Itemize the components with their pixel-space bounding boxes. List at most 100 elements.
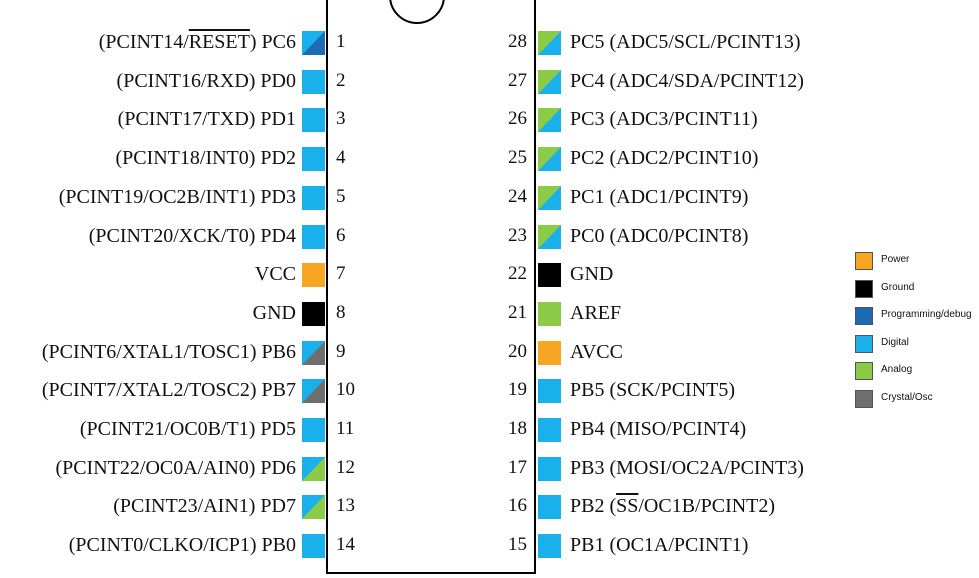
legend-swatch-analog — [855, 362, 873, 380]
pin-19-number: 19 — [508, 379, 527, 400]
pin-2-label-text: (PCINT16/RXD) PD0 — [116, 70, 296, 92]
pin-10-marker — [302, 379, 325, 403]
pin-2-number: 2 — [336, 70, 346, 91]
pin-4-marker — [302, 147, 325, 171]
pin-22-label-text: GND — [570, 263, 614, 285]
pin-12-marker — [302, 457, 325, 481]
pin-7-label-text: VCC — [254, 263, 296, 285]
pin-28-label: PC5 (ADC5/SCL/PCINT13) — [570, 30, 801, 54]
pin-19-label: PB5 (SCK/PCINT5) — [570, 378, 735, 402]
legend-label-digital: Digital — [881, 336, 909, 348]
pin-9-label: (PCINT6/XTAL1/TOSC1) PB6 — [42, 340, 296, 364]
pin-14-marker — [302, 534, 325, 558]
pin-1-active-low-signal: RESET — [188, 31, 250, 53]
pin-13-marker — [302, 495, 325, 519]
pin-2-marker — [302, 70, 325, 94]
pin-27-marker — [538, 70, 561, 94]
pin-8-label: GND — [253, 301, 296, 325]
legend-label-programming: Programming/debug — [881, 309, 972, 320]
legend-swatch-programming — [855, 307, 873, 325]
pin-19-label-text: PB5 (SCK/PCINT5) — [570, 379, 736, 401]
pin-21-label-text: AREF — [570, 302, 622, 324]
pin-1-label-text: (PCINT14/ — [98, 31, 189, 53]
pin-25-marker — [538, 147, 561, 171]
pin-1-number: 1 — [336, 31, 346, 52]
pin-18-number: 18 — [508, 418, 527, 439]
pin-25-label-text: PC2 (ADC2/PCINT10) — [570, 147, 759, 169]
legend-label-ground: Ground — [881, 281, 915, 293]
pin-6-number: 6 — [336, 225, 346, 246]
pin-4-number: 4 — [336, 147, 346, 168]
pin-12-number: 12 — [336, 457, 355, 478]
pin-24-label: PC1 (ADC1/PCINT9) — [570, 185, 748, 209]
pin-13-label-text: (PCINT23/AIN1) PD7 — [113, 495, 296, 517]
pin-14-label-text: (PCINT0/CLKO/ICP1) PB0 — [68, 534, 296, 556]
pin-21-marker — [538, 302, 561, 326]
pin-14-number: 14 — [336, 534, 355, 555]
pin-6-marker — [302, 225, 325, 249]
pin-5-label: (PCINT19/OC2B/INT1) PD3 — [59, 185, 296, 209]
pin-7-label: VCC — [255, 262, 296, 286]
pin-15-number: 15 — [508, 534, 527, 555]
pin-5-number: 5 — [336, 186, 346, 207]
pin-17-number: 17 — [508, 457, 527, 478]
pin-6-label: (PCINT20/XCK/T0) PD4 — [89, 224, 296, 248]
pin-25-label: PC2 (ADC2/PCINT10) — [570, 146, 758, 170]
pin-23-number: 23 — [508, 225, 527, 246]
pin-1-label: (PCINT14/RESET) PC6 — [99, 30, 296, 54]
pin-3-number: 3 — [336, 108, 346, 129]
pin-26-label-text: PC3 (ADC3/PCINT11) — [570, 108, 758, 130]
pin-16-number: 16 — [508, 495, 527, 516]
pin-9-marker — [302, 341, 325, 365]
pin-15-label: PB1 (OC1A/PCINT1) — [570, 533, 748, 557]
pin-23-label: PC0 (ADC0/PCINT8) — [570, 224, 748, 248]
pin-16-label-text: PB2 ( — [570, 495, 617, 517]
pin-24-marker — [538, 186, 561, 210]
pin-12-label-text: (PCINT22/OC0A/AIN0) PD6 — [55, 457, 296, 479]
pin-9-label-text: (PCINT6/XTAL1/TOSC1) PB6 — [41, 341, 296, 363]
pin-11-marker — [302, 418, 325, 442]
legend-swatch-power — [855, 252, 873, 270]
pin-13-label: (PCINT23/AIN1) PD7 — [113, 494, 296, 518]
pin-5-label-text: (PCINT19/OC2B/INT1) PD3 — [58, 186, 296, 208]
pin-5-marker — [302, 186, 325, 210]
pin-9-number: 9 — [336, 341, 346, 362]
pin-7-number: 7 — [336, 263, 346, 284]
pin-1-label-suffix: ) PC6 — [249, 31, 296, 53]
pin-28-label-text: PC5 (ADC5/SCL/PCINT13) — [570, 31, 801, 53]
pin-26-marker — [538, 108, 561, 132]
pin-20-marker — [538, 341, 561, 365]
legend-swatch-digital — [855, 334, 873, 353]
pin-24-label-text: PC1 (ADC1/PCINT9) — [570, 186, 749, 208]
pin-3-label-text: (PCINT17/TXD) PD1 — [117, 108, 296, 130]
pin-12-label: (PCINT22/OC0A/AIN0) PD6 — [55, 456, 296, 480]
pin-28-marker — [538, 31, 561, 55]
pin-26-label: PC3 (ADC3/PCINT11) — [570, 107, 758, 131]
pin-20-number: 20 — [508, 341, 527, 362]
pin-26-number: 26 — [508, 108, 527, 129]
pin-16-marker — [538, 495, 561, 519]
pin-18-label-text: PB4 (MISO/PCINT4) — [570, 418, 747, 440]
pin-19-marker — [538, 379, 561, 403]
chip-body — [326, 0, 536, 574]
pin-16-label: PB2 (SS/OC1B/PCINT2) — [570, 494, 775, 518]
pin-10-label: (PCINT7/XTAL2/TOSC2) PB7 — [42, 378, 296, 402]
pin-13-number: 13 — [336, 495, 355, 516]
pin-11-label-text: (PCINT21/OC0B/T1) PD5 — [79, 418, 296, 440]
legend-label-crystal: Crystal/Osc — [881, 391, 933, 403]
pin-1-marker — [302, 31, 325, 55]
pin-3-marker — [302, 108, 325, 132]
pin-21-number: 21 — [508, 302, 527, 323]
pin-20-label: AVCC — [570, 340, 623, 364]
pin-17-label-text: PB3 (MOSI/OC2A/PCINT3) — [570, 457, 804, 479]
pin-7-marker — [302, 263, 325, 287]
pin-3-label: (PCINT17/TXD) PD1 — [118, 107, 296, 131]
pin-11-number: 11 — [336, 418, 355, 439]
pin-22-number: 22 — [508, 263, 527, 284]
pin-8-marker — [302, 302, 325, 326]
pin-23-marker — [538, 225, 561, 249]
pin-8-label-text: GND — [252, 302, 296, 324]
pin-15-label-text: PB1 (OC1A/PCINT1) — [570, 534, 749, 556]
pin-10-number: 10 — [336, 379, 355, 400]
legend-label-analog: Analog — [881, 364, 913, 375]
